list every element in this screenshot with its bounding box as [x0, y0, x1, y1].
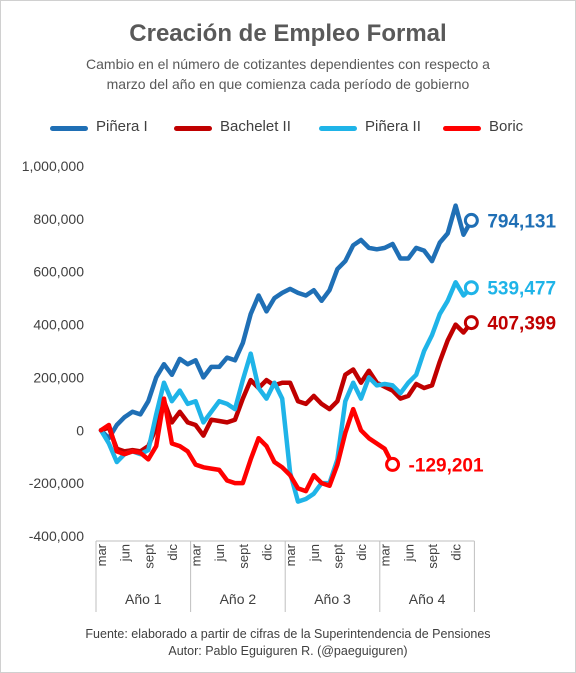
y-tick-label: 600,000	[33, 264, 84, 280]
year-group-label: Año 1	[125, 591, 162, 607]
month-tick-label: mar	[378, 543, 393, 566]
legend-swatch-pinera-ii	[319, 126, 357, 131]
series-end-marker-bachelet-ii	[463, 315, 479, 331]
author-note: Autor: Pablo Eguiguren R. (@paeguiguren)	[168, 644, 408, 658]
month-tick-label: jun	[212, 544, 227, 562]
y-tick-label: -200,000	[29, 475, 84, 491]
series-end-label-boric: -129,201	[409, 455, 484, 476]
legend-label-pinera-i: Piñera I	[96, 118, 148, 135]
series-end-label-pinera-ii: 539,477	[487, 279, 556, 300]
year-group-label: Año 2	[220, 591, 257, 607]
source-note: Fuente: elaborado a partir de cifras de …	[85, 627, 491, 641]
legend-swatch-pinera-i	[50, 126, 88, 131]
series-end-label-bachelet-ii: 407,399	[487, 314, 556, 335]
y-tick-label: 400,000	[33, 317, 84, 333]
series-end-marker-boric	[385, 456, 401, 472]
legend-swatch-boric	[443, 126, 481, 131]
y-tick-label: 0	[76, 422, 84, 438]
chart-legend: Piñera I Bachelet II Piñera II Boric	[0, 118, 576, 138]
chart-subtitle-line-1: Cambio en el número de cotizantes depend…	[86, 56, 490, 72]
legend-label-bachelet-ii: Bachelet II	[220, 118, 291, 135]
month-tick-label: dic	[449, 544, 464, 561]
month-tick-label: mar	[283, 543, 298, 566]
legend-label-boric: Boric	[489, 118, 524, 135]
month-tick-label: sept	[236, 544, 251, 569]
year-group-label: Año 3	[314, 591, 351, 607]
series-line-boric	[98, 396, 395, 494]
chart-title: Creación de Empleo Formal	[129, 20, 447, 47]
month-tick-label: mar	[189, 543, 204, 566]
month-tick-label: dic	[354, 544, 369, 561]
legend-swatch-bachelet-ii	[174, 126, 212, 131]
month-tick-label: jun	[118, 544, 133, 562]
y-tick-label: 1,000,000	[22, 158, 84, 174]
y-tick-label: -400,000	[29, 528, 84, 544]
month-tick-label: sept	[425, 544, 440, 569]
year-group-label: Año 4	[409, 591, 446, 607]
series-end-label-pinera-i: 794,131	[487, 211, 556, 232]
series-line-pinera-ii	[98, 280, 474, 504]
y-tick-label: 200,000	[33, 369, 84, 385]
line-chart: -400,000 -200,000 0 200,000 400,000 600,000 80…	[22, 158, 556, 612]
chart-subtitle-line-2: marzo del año en que comienza cada perío…	[106, 76, 470, 92]
month-tick-label: dic	[165, 544, 180, 561]
y-tick-label: 800,000	[33, 211, 84, 227]
month-tick-label: mar	[94, 543, 109, 566]
month-tick-label: jun	[401, 544, 416, 562]
legend-label-pinera-ii: Piñera II	[365, 118, 421, 135]
month-tick-label: sept	[330, 544, 345, 569]
series-end-marker-pinera-ii	[463, 280, 479, 296]
month-tick-label: sept	[141, 544, 156, 569]
month-tick-label: dic	[259, 544, 274, 561]
month-tick-label: jun	[307, 544, 322, 562]
series-line-pinera-i	[98, 203, 474, 441]
series-end-marker-pinera-i	[463, 212, 479, 228]
